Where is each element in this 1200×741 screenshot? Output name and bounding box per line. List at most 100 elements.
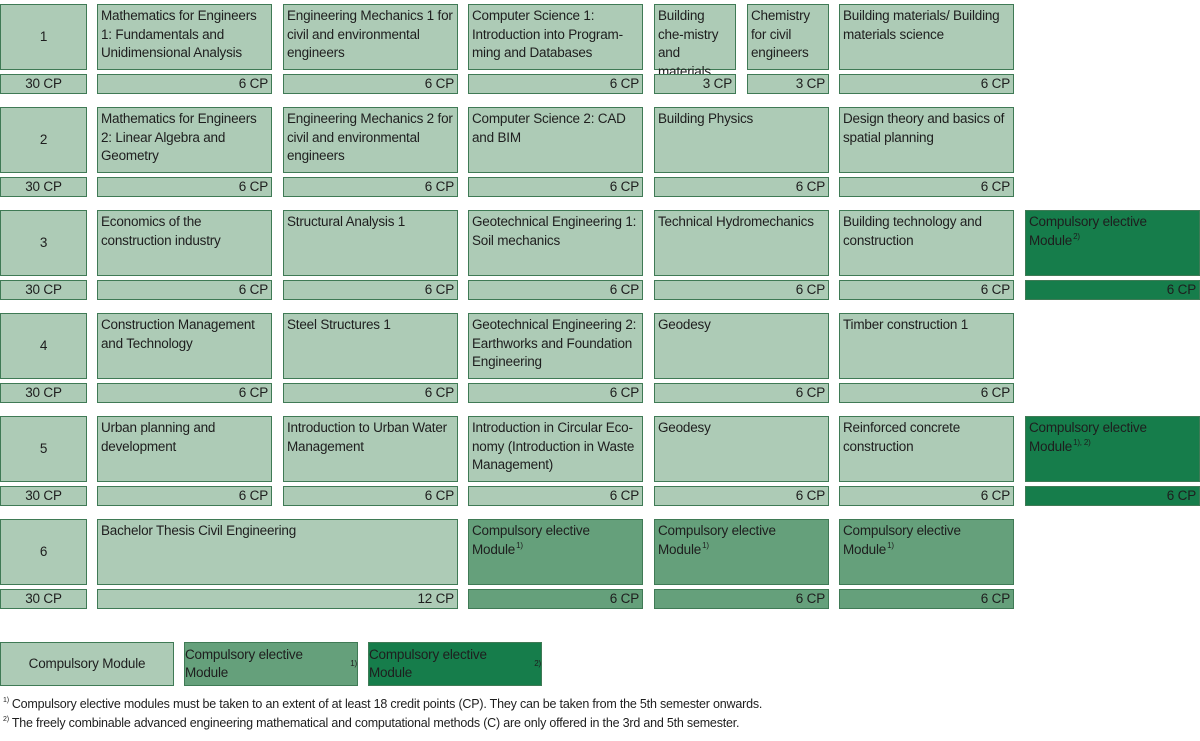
module-card: Computer Science 2: CAD and BIM [468,107,643,173]
semester-total-cp: 30 CP [0,589,87,609]
footnote-mark: 1) [3,697,9,704]
module-title: Urban planning and development [101,420,216,454]
module-credit-points: 3 CP [654,74,736,94]
module-title: Introduction in Circular Eco-nomy (Intro… [472,420,635,472]
module-credit-points: 6 CP [283,280,458,300]
module-footnote-mark: 1), 2) [1073,437,1091,447]
module-title: Economics of the construction industry [101,214,221,248]
module-card: Geodesy [654,313,829,379]
semester-number: 2 [0,107,87,173]
module-card: Computer Science 1: Introduction into Pr… [468,4,643,70]
module-card: Urban planning and development [97,416,272,482]
module-title: Technical Hydromechanics [658,214,814,229]
module-credit-points: 6 CP [654,589,829,609]
legend-elective-1: Compulsory elective Module 1) [184,642,358,686]
semester-number-label: 2 [39,131,48,147]
footnote-2: 2) The freely combinable advanced enginee… [3,716,740,730]
module-card: Compulsory elective Module1), 2) [1025,416,1200,482]
module-card: Mathematics for Engineers 1: Fundamental… [97,4,272,70]
module-credit-points: 6 CP [97,280,272,300]
module-credit-points: 6 CP [1025,280,1200,300]
footnote-mark: 2) [3,716,9,723]
module-credit-points: 3 CP [747,74,829,94]
semester-number: 4 [0,313,87,379]
semester-total-cp: 30 CP [0,177,87,197]
semester-total-cp: 30 CP [0,74,87,94]
module-card: Steel Structures 1 [283,313,458,379]
module-card: Reinforced concrete construction [839,416,1014,482]
module-card: Compulsory elective Module2) [1025,210,1200,276]
module-footnote-mark: 1) [887,540,894,550]
semester-number: 3 [0,210,87,276]
module-title: Engineering Mechanics 2 for civil and en… [287,111,453,163]
module-card: Building technology and construction [839,210,1014,276]
module-card: Bachelor Thesis Civil Engineering [97,519,458,585]
module-card: Engineering Mechanics 2 for civil and en… [283,107,458,173]
semester-number-label: 6 [39,543,48,559]
module-credit-points: 6 CP [839,280,1014,300]
module-title: Chemistry for civil engineers [751,8,810,60]
module-title: Computer Science 2: CAD and BIM [472,111,626,145]
module-credit-points: 6 CP [654,280,829,300]
module-footnote-mark: 1) [702,540,709,550]
module-credit-points: 6 CP [468,74,643,94]
module-card: Geodesy [654,416,829,482]
module-card: Economics of the construction industry [97,210,272,276]
module-credit-points: 6 CP [468,280,643,300]
module-title: Mathematics for Engineers 1: Fundamental… [101,8,257,60]
module-title: Construction Management and Technology [101,317,255,351]
module-credit-points: 6 CP [1025,486,1200,506]
module-card: Compulsory elective Module1) [468,519,643,585]
module-credit-points: 6 CP [468,589,643,609]
module-card: Building Physics [654,107,829,173]
module-title: Timber construction 1 [843,317,969,332]
module-credit-points: 6 CP [839,74,1014,94]
module-card: Geotechnical Engineering 1: Soil mechani… [468,210,643,276]
module-credit-points: 6 CP [97,383,272,403]
module-card: Building materials/ Building materials s… [839,4,1014,70]
module-title: Structural Analysis 1 [287,214,406,229]
module-credit-points: 6 CP [839,589,1014,609]
footnote-text: The freely combinable advanced engineeri… [11,716,740,730]
semester-number-label: 3 [39,234,48,250]
module-title: Mathematics for Engineers 2: Linear Alge… [101,111,257,163]
module-title: Steel Structures 1 [287,317,391,332]
module-title: Geotechnical Engineering 1: Soil mechani… [472,214,637,248]
semester-number: 1 [0,4,87,70]
module-card: Timber construction 1 [839,313,1014,379]
module-footnote-mark: 2) [1073,231,1080,241]
module-credit-points: 6 CP [283,383,458,403]
module-card: Engineering Mechanics 1 for civil and en… [283,4,458,70]
module-credit-points: 6 CP [654,383,829,403]
module-title: Building materials/ Building materials s… [843,8,1000,42]
footnote-text: Compulsory elective modules must be take… [11,697,763,711]
semester-number-label: 5 [39,440,48,456]
module-title: Reinforced concrete construction [843,420,961,454]
module-credit-points: 6 CP [468,383,643,403]
module-credit-points: 6 CP [839,486,1014,506]
module-title: Bachelor Thesis Civil Engineering [101,523,297,538]
module-title: Compulsory elective Module [1029,420,1147,454]
module-title: Building che-mistry and materials [658,8,719,79]
semester-total-cp: 30 CP [0,280,87,300]
module-credit-points: 6 CP [839,383,1014,403]
module-card: Compulsory elective Module1) [654,519,829,585]
legend-label: Compulsory elective Module [369,646,487,681]
module-title: Compulsory elective Module [472,523,590,557]
module-card: Chemistry for civil engineers [747,4,829,70]
module-card: Technical Hydromechanics [654,210,829,276]
footnote-1: 1) Compulsory elective modules must be ta… [3,697,762,711]
module-title: Building technology and construction [843,214,982,248]
module-title: Compulsory elective Module [658,523,776,557]
module-title: Compulsory elective Module [1029,214,1147,248]
module-title: Compulsory elective Module [843,523,961,557]
module-title: Geodesy [658,420,711,435]
module-credit-points: 6 CP [468,177,643,197]
module-card: Geotechnical Engineering 2: Earthworks a… [468,313,643,379]
module-card: Design theory and basics of spatial plan… [839,107,1014,173]
module-card: Building che-mistry and materials [654,4,736,79]
module-credit-points: 6 CP [654,486,829,506]
legend-elective-2: Compulsory elective Module 2) [368,642,542,686]
module-card: Construction Management and Technology [97,313,272,379]
semester-number: 6 [0,519,87,585]
